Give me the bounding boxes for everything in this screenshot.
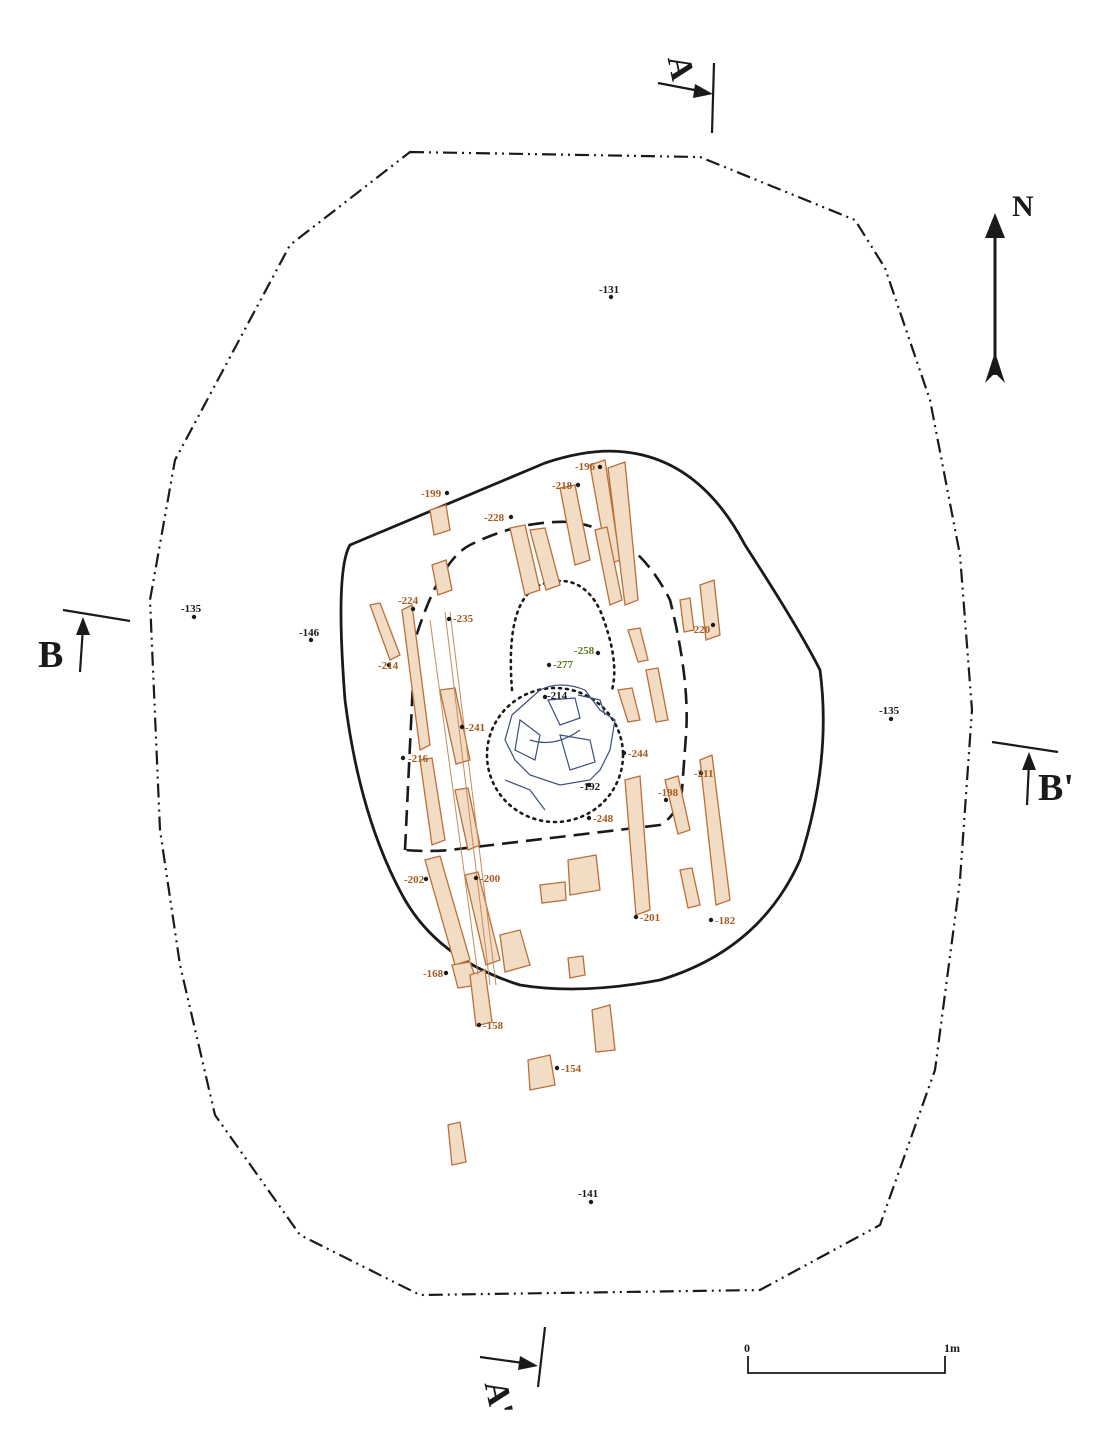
timber-plank — [464, 871, 501, 966]
section-arrow-icon — [1022, 752, 1036, 770]
elevation-label: -200 — [480, 873, 501, 885]
section-b-label: B — [38, 634, 63, 676]
timber-plank — [591, 1004, 616, 1053]
elevation-label: -201 — [640, 912, 660, 924]
scale-start-label: 0 — [744, 1341, 750, 1355]
elevation-label: -211 — [694, 768, 714, 780]
middle-pit-outline — [339, 449, 825, 991]
timber-plank — [469, 969, 493, 1027]
timber-plank — [439, 687, 471, 765]
timber-plank — [401, 604, 431, 751]
elevation-label: -214 — [547, 690, 568, 702]
elevation-label: -131 — [599, 284, 619, 296]
timber-plank — [424, 855, 471, 966]
elevation-label: -258 — [574, 645, 595, 657]
elevation-label: -214 — [378, 660, 399, 672]
timber-plank — [454, 787, 481, 851]
head-niche-outline — [509, 579, 616, 692]
timber-plank — [567, 854, 601, 896]
timber-plank — [431, 559, 453, 596]
elevation-label: -241 — [465, 722, 485, 734]
elevation-label: -244 — [628, 748, 649, 760]
section-marker-b: B — [38, 608, 131, 676]
elevation-label: -158 — [483, 1020, 504, 1032]
timber-plank — [699, 754, 731, 906]
timber-plank — [499, 929, 531, 973]
elevation-label: -154 — [561, 1063, 582, 1075]
section-arrow-icon — [693, 84, 713, 98]
timber-plank — [559, 484, 591, 566]
section-b-prime-label: B' — [1038, 767, 1074, 809]
timber-plank — [419, 757, 446, 846]
timber-plank — [607, 461, 639, 606]
skeletal-remains — [504, 684, 616, 811]
timber-plank — [624, 775, 651, 916]
timber-plank — [645, 667, 669, 723]
outer-pit-outline — [148, 150, 974, 1297]
timber-plank — [664, 775, 691, 835]
elevation-label: -202 — [404, 874, 425, 886]
section-marker-a-prime: A' — [477, 1326, 547, 1418]
elevation-label: -135 — [181, 603, 202, 615]
elevation-label: -198 — [658, 787, 679, 799]
timber-plank — [447, 1121, 467, 1166]
elevation-label: -146 — [299, 627, 320, 639]
timber-plank — [617, 687, 641, 723]
elevation-label: -216 — [408, 753, 429, 765]
elevation-label: -182 — [715, 915, 736, 927]
elevation-label: -277 — [553, 659, 574, 671]
scale-end-label: 1m — [944, 1341, 960, 1355]
timber-remains — [369, 459, 731, 1166]
timber-plank — [527, 1054, 556, 1091]
elevation-label: -228 — [484, 512, 505, 524]
section-a-prime-label: A' — [477, 1377, 520, 1418]
elevation-label: -168 — [423, 968, 444, 980]
section-a-label: A — [660, 52, 701, 84]
chamber-outline — [403, 520, 688, 853]
elevation-label: -135 — [879, 705, 900, 717]
north-arrow-head-icon — [985, 213, 1005, 238]
elevation-label: -224 — [398, 595, 419, 607]
timber-plank — [369, 602, 401, 661]
coffin-edges — [429, 611, 497, 986]
timber-plank — [679, 597, 695, 633]
burial-outline — [485, 686, 625, 824]
elevation-label: -218 — [552, 480, 573, 492]
elevation-label: -199 — [421, 488, 442, 500]
elevation-label: -235 — [453, 613, 474, 625]
scale-bar: 0 1m — [744, 1341, 960, 1374]
timber-plank — [539, 881, 567, 904]
north-arrow-tail-icon — [985, 352, 1005, 383]
timber-plank — [594, 526, 623, 606]
north-label: N — [1012, 190, 1034, 223]
elevation-label: -196 — [575, 461, 596, 473]
elevation-label: -220 — [690, 624, 711, 636]
elevation-points — [191, 294, 894, 1205]
section-arrow-icon — [76, 617, 90, 635]
timber-plank — [567, 955, 586, 979]
section-arrow-icon — [518, 1356, 538, 1370]
elevation-label: -248 — [593, 813, 614, 825]
timber-plank — [429, 504, 451, 536]
north-arrow: N — [985, 190, 1034, 383]
section-marker-a: A — [657, 52, 716, 134]
timber-plank — [627, 627, 649, 663]
timber-plank — [529, 527, 561, 591]
section-marker-b-prime: B' — [991, 740, 1074, 809]
elevation-label: -192 — [580, 781, 601, 793]
elevation-label: -141 — [578, 1188, 598, 1200]
timber-plank — [509, 524, 541, 596]
timber-plank — [679, 867, 701, 909]
